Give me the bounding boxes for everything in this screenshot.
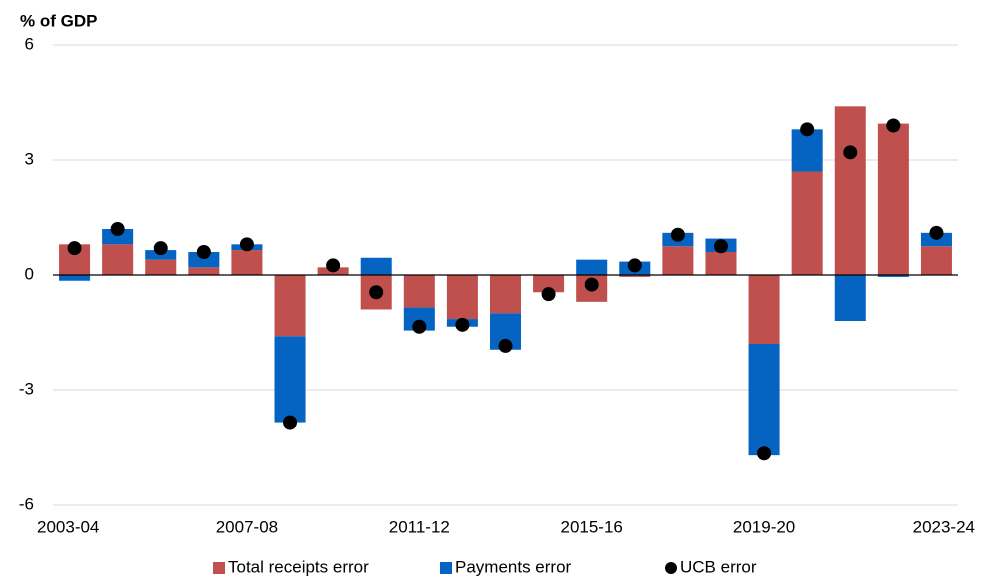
dot (541, 287, 556, 302)
dot (153, 241, 168, 256)
legend-marker (440, 562, 452, 574)
dot (800, 122, 815, 137)
bar (533, 275, 565, 293)
dot (326, 258, 341, 273)
dot (67, 241, 82, 256)
bar (791, 171, 823, 275)
x-tick-label: 2023-24 (913, 517, 975, 536)
bar (145, 259, 177, 275)
dot (670, 227, 685, 242)
bar (274, 275, 306, 337)
y-tick-label: -6 (19, 494, 34, 513)
x-tick-label: 2007-08 (216, 517, 278, 536)
y-tick-label: 0 (25, 264, 34, 283)
dot (886, 118, 901, 133)
bar (834, 106, 866, 275)
legend-marker (665, 562, 677, 574)
dot (455, 317, 470, 332)
bar (619, 275, 651, 277)
dot (369, 285, 384, 300)
bar (446, 275, 478, 320)
dot (498, 338, 513, 353)
legend-label: UCB error (680, 557, 757, 576)
bar (403, 275, 435, 308)
bar (360, 257, 392, 275)
dot (110, 222, 125, 236)
x-tick-label: 2011-12 (389, 517, 450, 536)
bar (102, 229, 134, 245)
y-tick-label: -3 (19, 379, 34, 398)
dot (412, 319, 427, 334)
bar (403, 307, 435, 331)
bar (231, 250, 263, 275)
dot (757, 446, 772, 461)
bar (877, 123, 909, 275)
bar (188, 252, 220, 268)
y-axis-label: % of GDP (20, 11, 97, 30)
y-tick-label: 6 (25, 34, 34, 53)
bar (705, 252, 737, 275)
dot (196, 245, 211, 259)
x-tick-label: 2003-04 (37, 517, 99, 536)
bar (748, 344, 780, 456)
bar (274, 336, 306, 423)
dot (584, 277, 599, 292)
dot (929, 225, 944, 240)
dot (239, 237, 254, 252)
bar (59, 275, 91, 281)
dot (283, 415, 298, 430)
bar (102, 244, 134, 275)
bar (576, 259, 608, 275)
dot (713, 239, 728, 254)
bar (748, 275, 780, 344)
bar (791, 129, 823, 172)
legend-label: Payments error (455, 557, 572, 576)
legend-marker (213, 562, 225, 574)
legend-label: Total receipts error (228, 557, 369, 576)
bar (877, 275, 909, 277)
dot (843, 145, 858, 160)
y-tick-label: 3 (25, 149, 34, 168)
x-tick-label: 2015-16 (560, 517, 622, 536)
x-tick-label: 2019-20 (733, 517, 795, 536)
bar (834, 275, 866, 321)
bar (920, 246, 952, 275)
bar (662, 246, 694, 275)
bar (489, 275, 522, 314)
dot (627, 258, 642, 273)
bar (188, 267, 220, 275)
